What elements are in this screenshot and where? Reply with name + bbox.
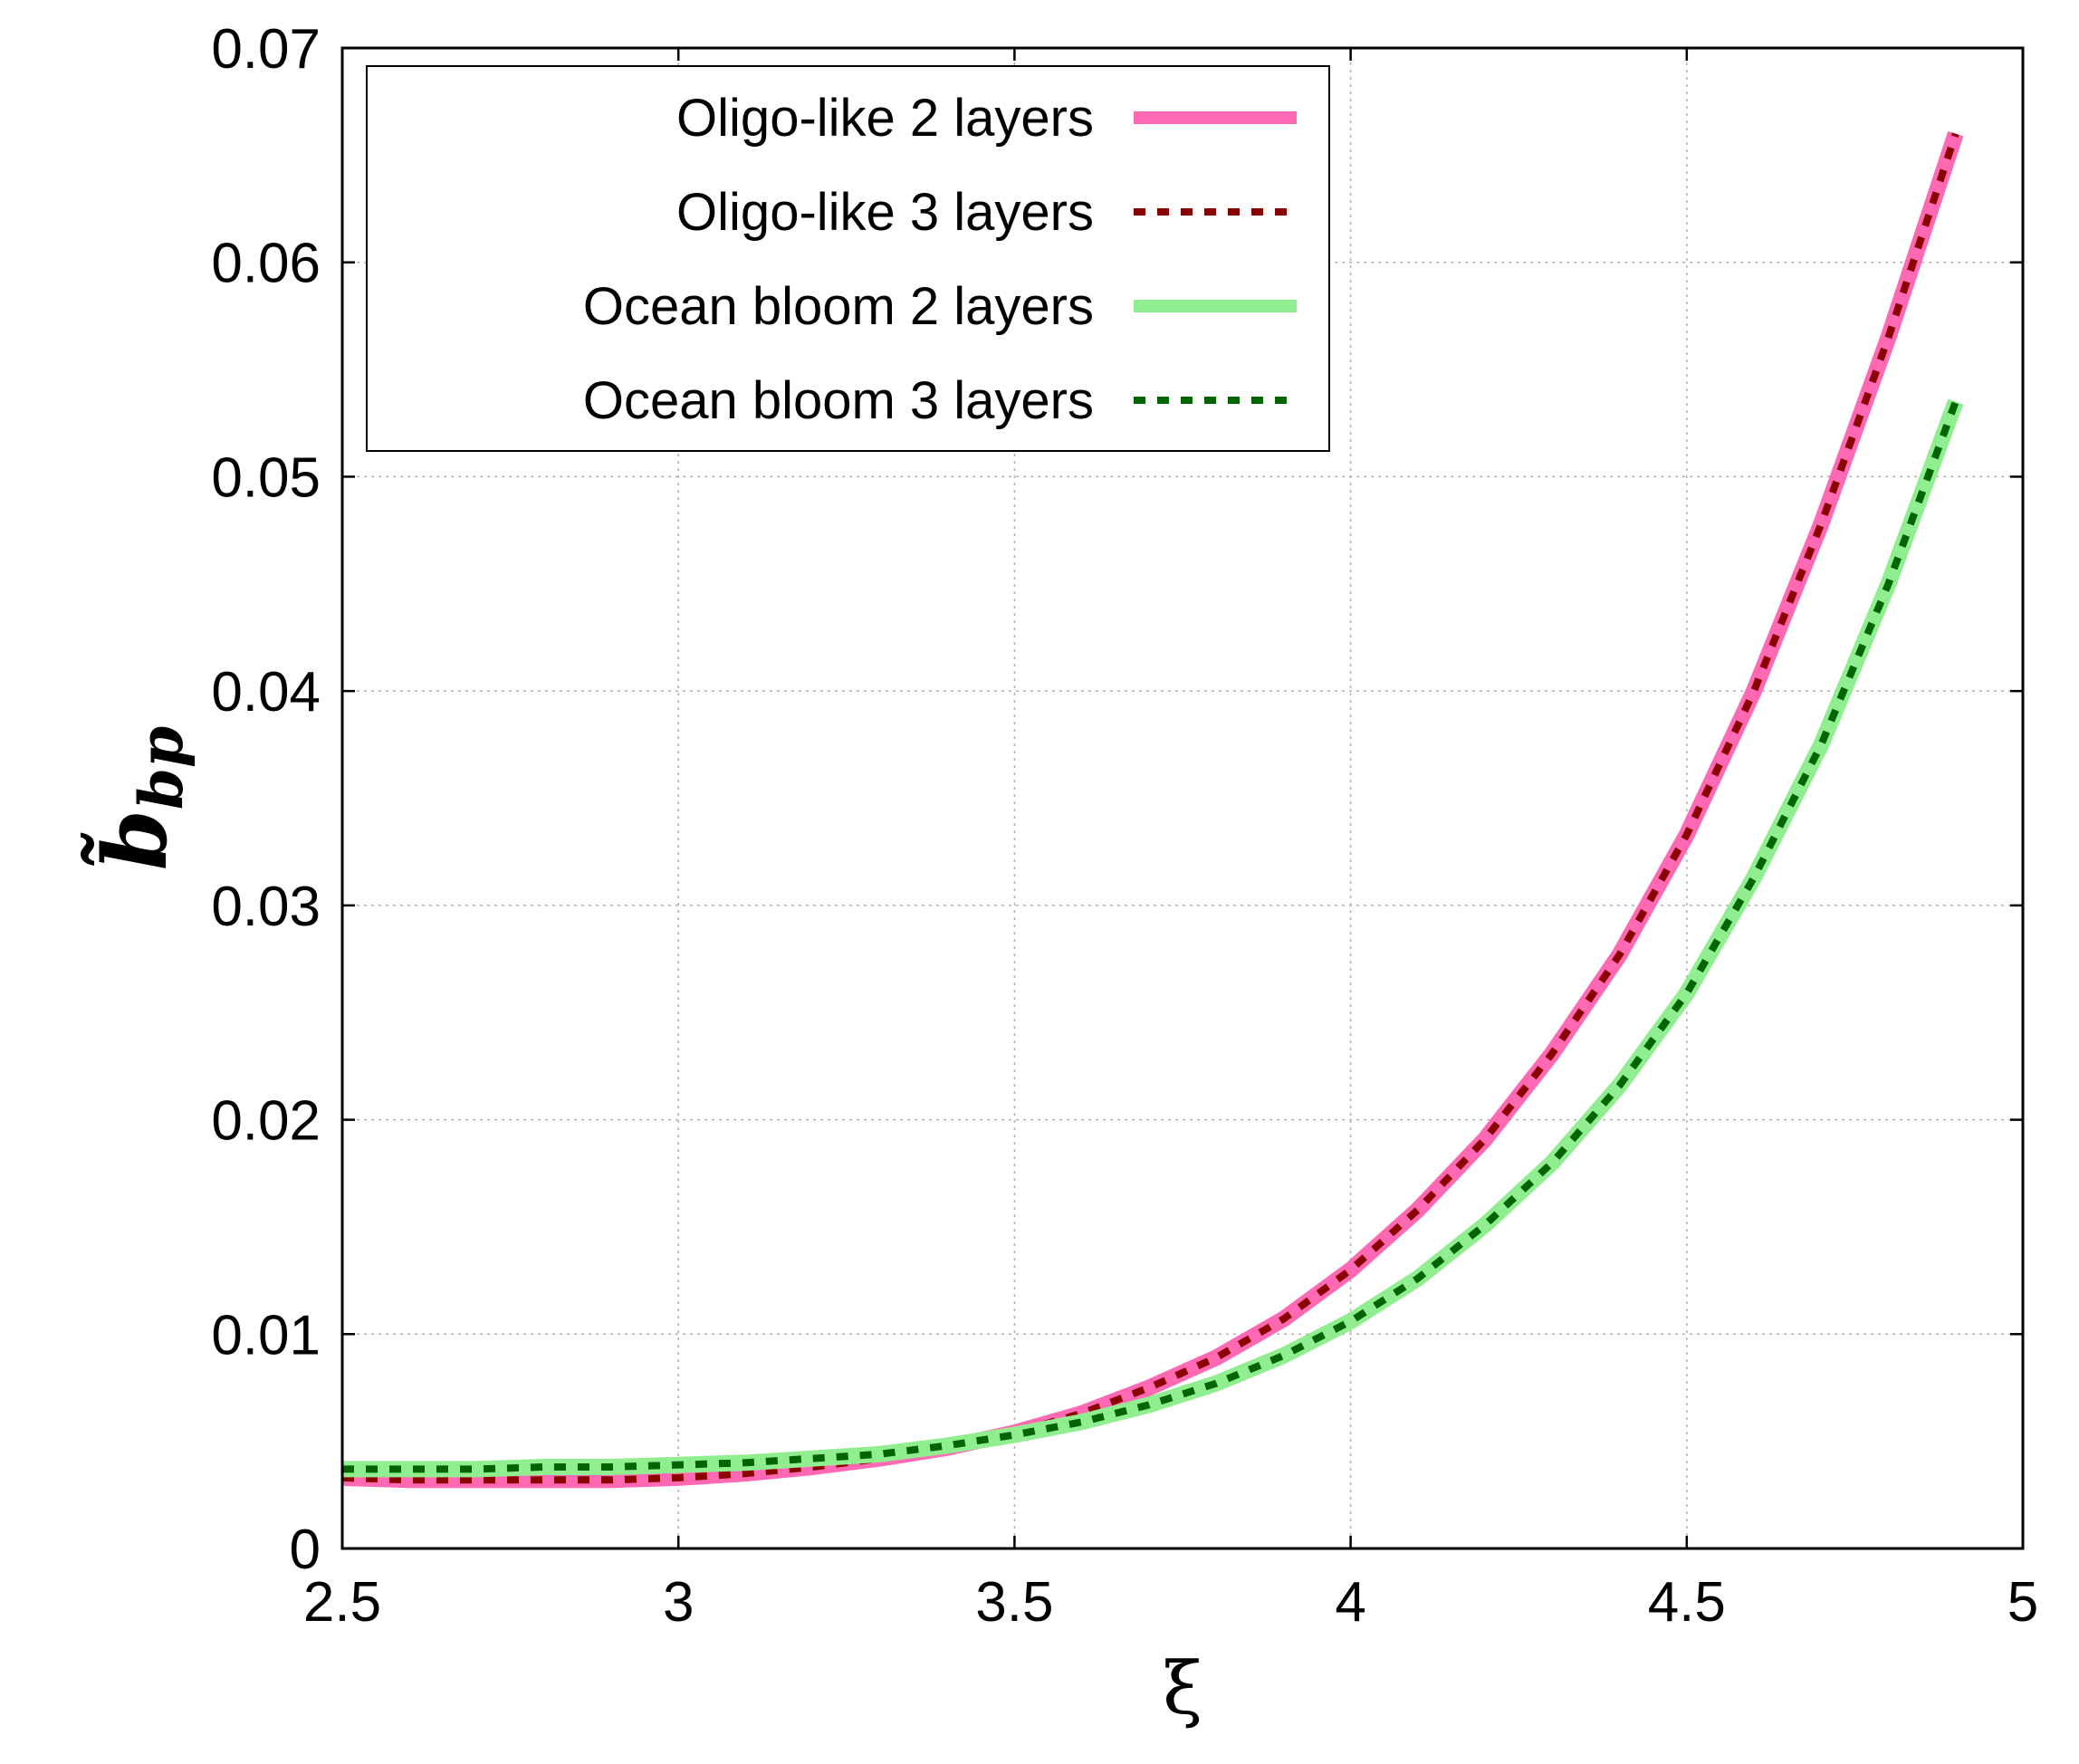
legend-label: Ocean bloom 2 layers <box>583 277 1094 336</box>
legend-label: Oligo-like 3 layers <box>676 183 1094 242</box>
x-tick-label: 4.5 <box>1648 1571 1726 1634</box>
y-axis-label-subscript: bp <box>126 726 196 810</box>
y-tick-label: 0.01 <box>211 1304 321 1366</box>
y-axis-label-base: b̃ <box>81 810 187 870</box>
x-tick-label: 2.5 <box>303 1571 381 1634</box>
legend-entry: Oligo-like 3 layers <box>676 183 1297 242</box>
y-tick-label: 0.04 <box>211 661 321 724</box>
x-tick-label: 3 <box>663 1571 694 1634</box>
series-line-oligo-like-3-layers <box>341 132 1959 1484</box>
x-tick-label: 5 <box>2007 1571 2038 1634</box>
x-tick-label: 4 <box>1335 1571 1365 1634</box>
legend-entry: Ocean bloom 2 layers <box>583 277 1297 336</box>
x-tick-label: 3.5 <box>975 1571 1053 1634</box>
legend-entry: Ocean bloom 3 layers <box>583 371 1297 430</box>
series-line-ocean-bloom-3-layers <box>342 400 1959 1473</box>
y-axis-label: b̃bp <box>81 726 196 870</box>
series-line-ocean-bloom-2-layers <box>342 398 1964 1478</box>
series-lines <box>341 130 1964 1489</box>
x-axis-label: ξ <box>1163 1646 1202 1730</box>
legend-entry: Oligo-like 2 layers <box>676 89 1297 148</box>
legend: Oligo-like 2 layers Oligo-like 3 layers Oc… <box>366 65 1330 452</box>
y-tick-label: 0.05 <box>211 446 321 509</box>
y-tick-label: 0.02 <box>211 1090 321 1153</box>
y-tick-label: 0.06 <box>211 233 321 295</box>
legend-box <box>366 65 1330 452</box>
y-tick-label: 0 <box>290 1519 321 1581</box>
legend-label: Ocean bloom 3 layers <box>583 371 1094 430</box>
y-axis: 0 0.01 0.02 0.03 0.04 0.05 0.06 0.07 <box>211 18 2023 1581</box>
plot-frame <box>340 46 2025 1550</box>
legend-label: Oligo-like 2 layers <box>676 89 1094 148</box>
x-axis: 2.5 3 3.5 4 4.5 5 <box>303 48 2038 1634</box>
y-tick-label: 0.07 <box>211 18 321 81</box>
y-tick-label: 0.03 <box>211 876 321 938</box>
